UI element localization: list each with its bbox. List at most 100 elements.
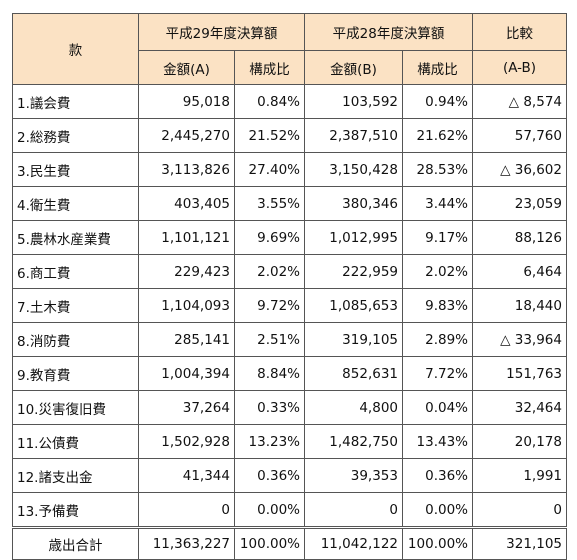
ratio-a-cell: 3.55%: [234, 186, 305, 221]
row-label: 1.議会費: [12, 84, 139, 119]
amount-a-cell: 285,141: [138, 322, 235, 357]
diff-cell: 32,464: [472, 390, 567, 425]
total-amount-a: 11,363,227: [138, 526, 235, 560]
diff-cell: 23,059: [472, 186, 567, 221]
amount-b-cell: 852,631: [304, 356, 403, 391]
row-label: 13.予備費: [12, 492, 139, 528]
ratio-b-cell: 0.36%: [402, 458, 473, 493]
total-row: 歳出合計 11,363,227 100.00% 11,042,122 100.0…: [12, 526, 567, 560]
ratio-b-cell: 0.00%: [402, 492, 473, 528]
diff-cell: 1,991: [472, 458, 567, 493]
header-amount-a: 金額(A): [138, 50, 235, 85]
diff-cell: 18,440: [472, 288, 567, 323]
diff-cell: 151,763: [472, 356, 567, 391]
table-row: 4.衛生費 403,405 3.55% 380,346 3.44% 23,059: [12, 186, 567, 221]
header-compare: 比較: [472, 13, 567, 51]
diff-cell: 57,760: [472, 118, 567, 153]
diff-cell: 0: [472, 492, 567, 528]
amount-a-cell: 1,101,121: [138, 220, 235, 255]
table-row: 1.議会費 95,018 0.84% 103,592 0.94% △ 8,574: [12, 84, 567, 119]
ratio-a-cell: 27.40%: [234, 152, 305, 187]
amount-b-cell: 1,482,750: [304, 424, 403, 459]
amount-b-cell: 1,085,653: [304, 288, 403, 323]
header-row-2: 金額(A) 構成比 金額(B) 構成比 (A-B): [13, 50, 567, 85]
diff-cell: △ 36,602: [472, 152, 567, 187]
header-amount-b: 金額(B): [304, 50, 403, 85]
row-label: 9.教育費: [12, 356, 139, 391]
ratio-b-cell: 28.53%: [402, 152, 473, 187]
ratio-b-cell: 9.83%: [402, 288, 473, 323]
ratio-b-cell: 0.04%: [402, 390, 473, 425]
total-label: 歳出合計: [12, 526, 139, 560]
row-label: 12.諸支出金: [12, 458, 139, 493]
ratio-a-cell: 2.02%: [234, 254, 305, 289]
amount-b-cell: 103,592: [304, 84, 403, 119]
diff-cell: 20,178: [472, 424, 567, 459]
ratio-a-cell: 2.51%: [234, 322, 305, 357]
ratio-a-cell: 13.23%: [234, 424, 305, 459]
amount-a-cell: 1,004,394: [138, 356, 235, 391]
row-label: 7.土木費: [12, 288, 139, 323]
row-label: 11.公債費: [12, 424, 139, 459]
header-category: 款: [12, 13, 139, 85]
header-diff: (A-B): [472, 50, 567, 85]
ratio-b-cell: 21.62%: [402, 118, 473, 153]
diff-cell: △ 33,964: [472, 322, 567, 357]
amount-a-cell: 0: [138, 492, 235, 528]
ratio-a-cell: 0.36%: [234, 458, 305, 493]
amount-b-cell: 39,353: [304, 458, 403, 493]
table-row: 9.教育費 1,004,394 8.84% 852,631 7.72% 151,…: [12, 356, 567, 391]
header-ratio-b: 構成比: [402, 50, 473, 85]
expenditure-table: 款 平成29年度決算額 平成28年度決算額 比較 金額(A) 構成比 金額(B)…: [12, 13, 567, 560]
ratio-b-cell: 0.94%: [402, 84, 473, 119]
table-row: 3.民生費 3,113,826 27.40% 3,150,428 28.53% …: [12, 152, 567, 187]
table-row: 7.土木費 1,104,093 9.72% 1,085,653 9.83% 18…: [12, 288, 567, 323]
amount-b-cell: 380,346: [304, 186, 403, 221]
table-row: 5.農林水産業費 1,101,121 9.69% 1,012,995 9.17%…: [12, 220, 567, 255]
total-amount-b: 11,042,122: [304, 526, 403, 560]
row-label: 8.消防費: [12, 322, 139, 357]
header-fy28: 平成28年度決算額: [304, 13, 473, 51]
header-row-1: 款 平成29年度決算額 平成28年度決算額 比較: [12, 13, 567, 85]
ratio-b-cell: 3.44%: [402, 186, 473, 221]
diff-cell: 6,464: [472, 254, 567, 289]
amount-b-cell: 319,105: [304, 322, 403, 357]
row-label: 5.農林水産業費: [12, 220, 139, 255]
total-diff: 321,105: [472, 526, 567, 560]
ratio-a-cell: 9.72%: [234, 288, 305, 323]
ratio-b-cell: 2.89%: [402, 322, 473, 357]
header-ratio-a: 構成比: [234, 50, 305, 85]
table-row: 12.諸支出金 41,344 0.36% 39,353 0.36% 1,991: [12, 458, 567, 493]
row-label: 6.商工費: [12, 254, 139, 289]
ratio-b-cell: 7.72%: [402, 356, 473, 391]
row-label: 10.災害復旧費: [12, 390, 139, 425]
row-label: 4.衛生費: [12, 186, 139, 221]
amount-a-cell: 403,405: [138, 186, 235, 221]
ratio-a-cell: 8.84%: [234, 356, 305, 391]
amount-a-cell: 2,445,270: [138, 118, 235, 153]
table-row: 13.予備費 0 0.00% 0 0.00% 0: [12, 492, 567, 528]
row-label: 2.総務費: [12, 118, 139, 153]
amount-b-cell: 4,800: [304, 390, 403, 425]
ratio-b-cell: 13.43%: [402, 424, 473, 459]
ratio-a-cell: 21.52%: [234, 118, 305, 153]
diff-cell: △ 8,574: [472, 84, 567, 119]
table-row: 11.公債費 1,502,928 13.23% 1,482,750 13.43%…: [12, 424, 567, 459]
diff-cell: 88,126: [472, 220, 567, 255]
amount-a-cell: 41,344: [138, 458, 235, 493]
amount-a-cell: 37,264: [138, 390, 235, 425]
ratio-b-cell: 2.02%: [402, 254, 473, 289]
table-row: 6.商工費 229,423 2.02% 222,959 2.02% 6,464: [12, 254, 567, 289]
ratio-a-cell: 9.69%: [234, 220, 305, 255]
table-row: 2.総務費 2,445,270 21.52% 2,387,510 21.62% …: [12, 118, 567, 153]
amount-b-cell: 3,150,428: [304, 152, 403, 187]
amount-b-cell: 222,959: [304, 254, 403, 289]
table-row: 8.消防費 285,141 2.51% 319,105 2.89% △ 33,9…: [12, 322, 567, 357]
table-row: 10.災害復旧費 37,264 0.33% 4,800 0.04% 32,464: [12, 390, 567, 425]
ratio-a-cell: 0.00%: [234, 492, 305, 528]
ratio-a-cell: 0.84%: [234, 84, 305, 119]
ratio-b-cell: 9.17%: [402, 220, 473, 255]
amount-b-cell: 1,012,995: [304, 220, 403, 255]
amount-a-cell: 1,502,928: [138, 424, 235, 459]
amount-a-cell: 229,423: [138, 254, 235, 289]
